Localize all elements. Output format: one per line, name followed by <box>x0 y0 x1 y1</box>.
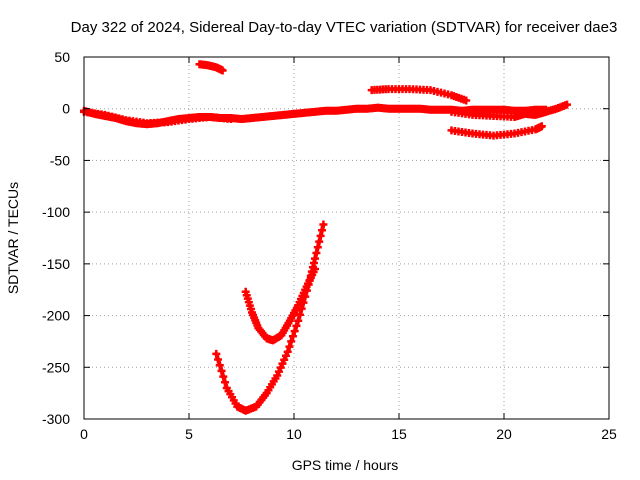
data-point <box>287 337 296 346</box>
series-arc-mid-high <box>367 85 471 105</box>
data-point <box>215 361 224 370</box>
y-tick-label: -300 <box>42 411 70 427</box>
data-point <box>318 226 326 235</box>
y-tick-label: -100 <box>42 204 70 220</box>
x-tick-label: 0 <box>80 426 88 442</box>
data-point <box>537 122 546 131</box>
data-point <box>219 372 228 381</box>
y-tick-label: 50 <box>54 49 70 65</box>
data-point <box>292 321 301 330</box>
x-tick-label: 15 <box>391 426 407 442</box>
data-point <box>312 248 321 257</box>
y-tick-label: -50 <box>50 152 70 168</box>
x-axis-label: GPS time / hours <box>292 457 399 473</box>
data-point <box>221 378 230 387</box>
data-point <box>227 115 235 124</box>
data-point <box>295 310 304 319</box>
data-point <box>283 347 292 356</box>
x-tick-label: 10 <box>286 426 302 442</box>
chart-title: Day 322 of 2024, Sidereal Day-to-day VTE… <box>71 19 618 36</box>
data-point <box>311 265 319 274</box>
data-layer <box>80 60 571 415</box>
data-point <box>319 220 328 229</box>
data-point <box>285 342 294 351</box>
data-point <box>311 254 319 263</box>
series-arc-right-low <box>447 122 546 140</box>
series-arc-right <box>447 100 571 121</box>
y-tick-label: 0 <box>62 101 70 117</box>
x-tick-label: 5 <box>185 426 193 442</box>
data-point <box>563 100 571 109</box>
data-point <box>288 332 297 341</box>
series-arc-lower-dip <box>80 107 235 128</box>
data-point <box>294 316 303 325</box>
data-point <box>316 231 325 240</box>
series-arc-deep <box>212 220 328 415</box>
series-arc-top <box>195 60 227 75</box>
axis-ticks: 0 5 10 15 20 25 50 0 -50 -100 -150 -200 -250 -300 <box>42 49 617 442</box>
data-point <box>315 237 324 246</box>
series-arc-u <box>241 265 319 345</box>
data-point <box>218 66 227 75</box>
data-point <box>462 96 471 105</box>
series-line <box>214 222 326 413</box>
y-tick-label: -150 <box>42 256 70 272</box>
data-point <box>313 243 322 252</box>
x-tick-label: 25 <box>601 426 617 442</box>
data-point <box>290 327 299 336</box>
y-tick-label: -250 <box>42 359 70 375</box>
x-tick-label: 20 <box>496 426 512 442</box>
data-point <box>217 366 226 375</box>
data-point <box>214 355 223 364</box>
data-point <box>212 349 221 358</box>
y-tick-label: -200 <box>42 308 70 324</box>
y-axis-label: SDTVAR / TECUs <box>5 182 21 294</box>
plot-frame <box>83 56 610 420</box>
